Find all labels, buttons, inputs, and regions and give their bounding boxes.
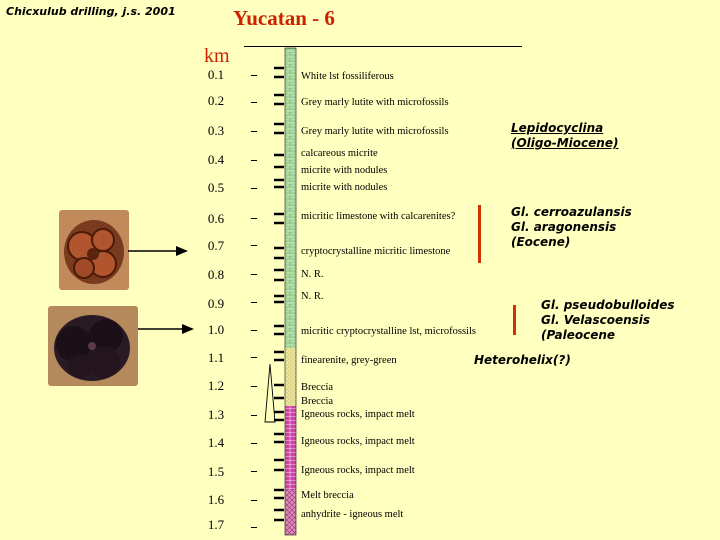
- fossil-annotation-paleocene: Gl. pseudobulloides Gl. Velascoensis (Pa…: [541, 298, 675, 343]
- arrow-icon: [128, 246, 188, 256]
- fossil-annotation-heterohelix: Heterohelix(?): [474, 353, 571, 367]
- top-line: [244, 46, 522, 47]
- lithology-label: Igneous rocks, impact melt: [301, 409, 415, 420]
- lithology-label: White lst fossiliferous: [301, 71, 394, 82]
- lithology-label: Grey marly lutite with microfossils: [301, 126, 449, 137]
- depth-tick: [251, 218, 257, 219]
- depth-label: 0.6: [207, 211, 225, 226]
- fossil-annotation-eocene: Gl. cerroazulansis Gl. aragonensis (Eoce…: [511, 205, 632, 250]
- depth-tick: [251, 357, 257, 358]
- depth-label: 1.5: [207, 464, 225, 479]
- microfossil-photo-paleocene: [48, 306, 138, 386]
- depth-tick: [251, 500, 257, 501]
- fossil-age: (Oligo-Miocene): [511, 136, 619, 150]
- depth-label: 1.1: [207, 350, 225, 365]
- depth-tick: [251, 443, 257, 444]
- fossil-annotation-oligo-miocene: Lepidocyclina (Oligo-Miocene): [511, 121, 618, 151]
- depth-label: 0.4: [207, 152, 225, 167]
- lithology-label: Melt breccia: [301, 490, 354, 501]
- eocene-range-bar: [478, 205, 481, 263]
- column-igneous: [285, 406, 296, 490]
- depth-label: 0.3: [207, 123, 225, 138]
- lithology-label: Igneous rocks, impact melt: [301, 465, 415, 476]
- lithology-label: Grey marly lutite with microfossils: [301, 97, 449, 108]
- depth-tick: [251, 188, 257, 189]
- depth-tick: [251, 302, 257, 303]
- lithology-label: calcareous micrite: [301, 148, 378, 159]
- breccia-wedge-triangle: [264, 363, 276, 423]
- depth-label: 1.0: [207, 322, 225, 337]
- column-melt-breccia: [285, 490, 296, 535]
- arrow-icon: [138, 324, 194, 334]
- depth-tick: [251, 131, 257, 132]
- depth-label: 0.5: [207, 180, 225, 195]
- fossil-name: Lepidocyclina: [511, 121, 604, 135]
- depth-label: 1.2: [207, 378, 225, 393]
- depth-tick: [251, 527, 257, 528]
- depth-label: 1.3: [207, 407, 225, 422]
- depth-tick: [251, 245, 257, 246]
- fossil-name: Gl. Velascoensis: [541, 313, 651, 327]
- depth-label: 1.4: [207, 435, 225, 450]
- fossil-name: Gl. aragonensis: [511, 220, 617, 234]
- depth-tick: [251, 102, 257, 103]
- lithology-label: cryptocrystalline micritic limestone: [301, 246, 451, 257]
- depth-tick: [251, 471, 257, 472]
- depth-label: 1.6: [207, 492, 225, 507]
- lithology-label: Igneous rocks, impact melt: [301, 436, 415, 447]
- depth-unit-label: km: [204, 45, 230, 67]
- lithology-label: finearenite, grey-green: [301, 355, 397, 366]
- depth-label: 0.2: [207, 93, 225, 108]
- column-limestone: [285, 48, 296, 348]
- lithology-label: Breccia: [301, 382, 334, 393]
- lithology-label: N. R.: [301, 291, 324, 302]
- depth-label: 0.1: [207, 67, 225, 82]
- fossil-age: (Paleocene: [541, 328, 616, 342]
- lithology-label: Breccia: [301, 396, 334, 407]
- fossil-name: Gl. cerroazulansis: [511, 205, 632, 219]
- microfossil-photo-eocene: [59, 210, 129, 290]
- lithology-label: micrite with nodules: [301, 165, 388, 176]
- stratigraphic-column: [264, 47, 297, 536]
- depth-tick: [251, 330, 257, 331]
- lithology-label: micritic limestone with calcarenites?: [301, 211, 456, 222]
- lithology-label: anhydrite - igneous melt: [301, 509, 404, 520]
- lithology-label: N. R.: [301, 269, 324, 280]
- depth-label: 1.7: [207, 517, 225, 532]
- fossil-age: (Eocene): [511, 235, 571, 249]
- sample-markers: [274, 66, 284, 522]
- column-arenite: [285, 348, 296, 406]
- depth-tick: [251, 160, 257, 161]
- depth-tick: [251, 415, 257, 416]
- depth-tick: [251, 75, 257, 76]
- depth-tick: [251, 386, 257, 387]
- depth-tick: [251, 274, 257, 275]
- depth-label: 0.9: [207, 296, 225, 311]
- lithology-label: micrite with nodules: [301, 182, 388, 193]
- fossil-name: Gl. pseudobulloides: [541, 298, 675, 312]
- credit-text: Chicxulub drilling, j.s. 2001: [6, 5, 176, 18]
- lithology-label: micritic cryptocrystalline lst, microfos…: [301, 326, 476, 337]
- depth-label: 0.7: [207, 238, 225, 253]
- paleocene-range-bar: [513, 305, 516, 335]
- page-title: Yucatan - 6: [233, 6, 335, 30]
- depth-label: 0.8: [207, 267, 225, 282]
